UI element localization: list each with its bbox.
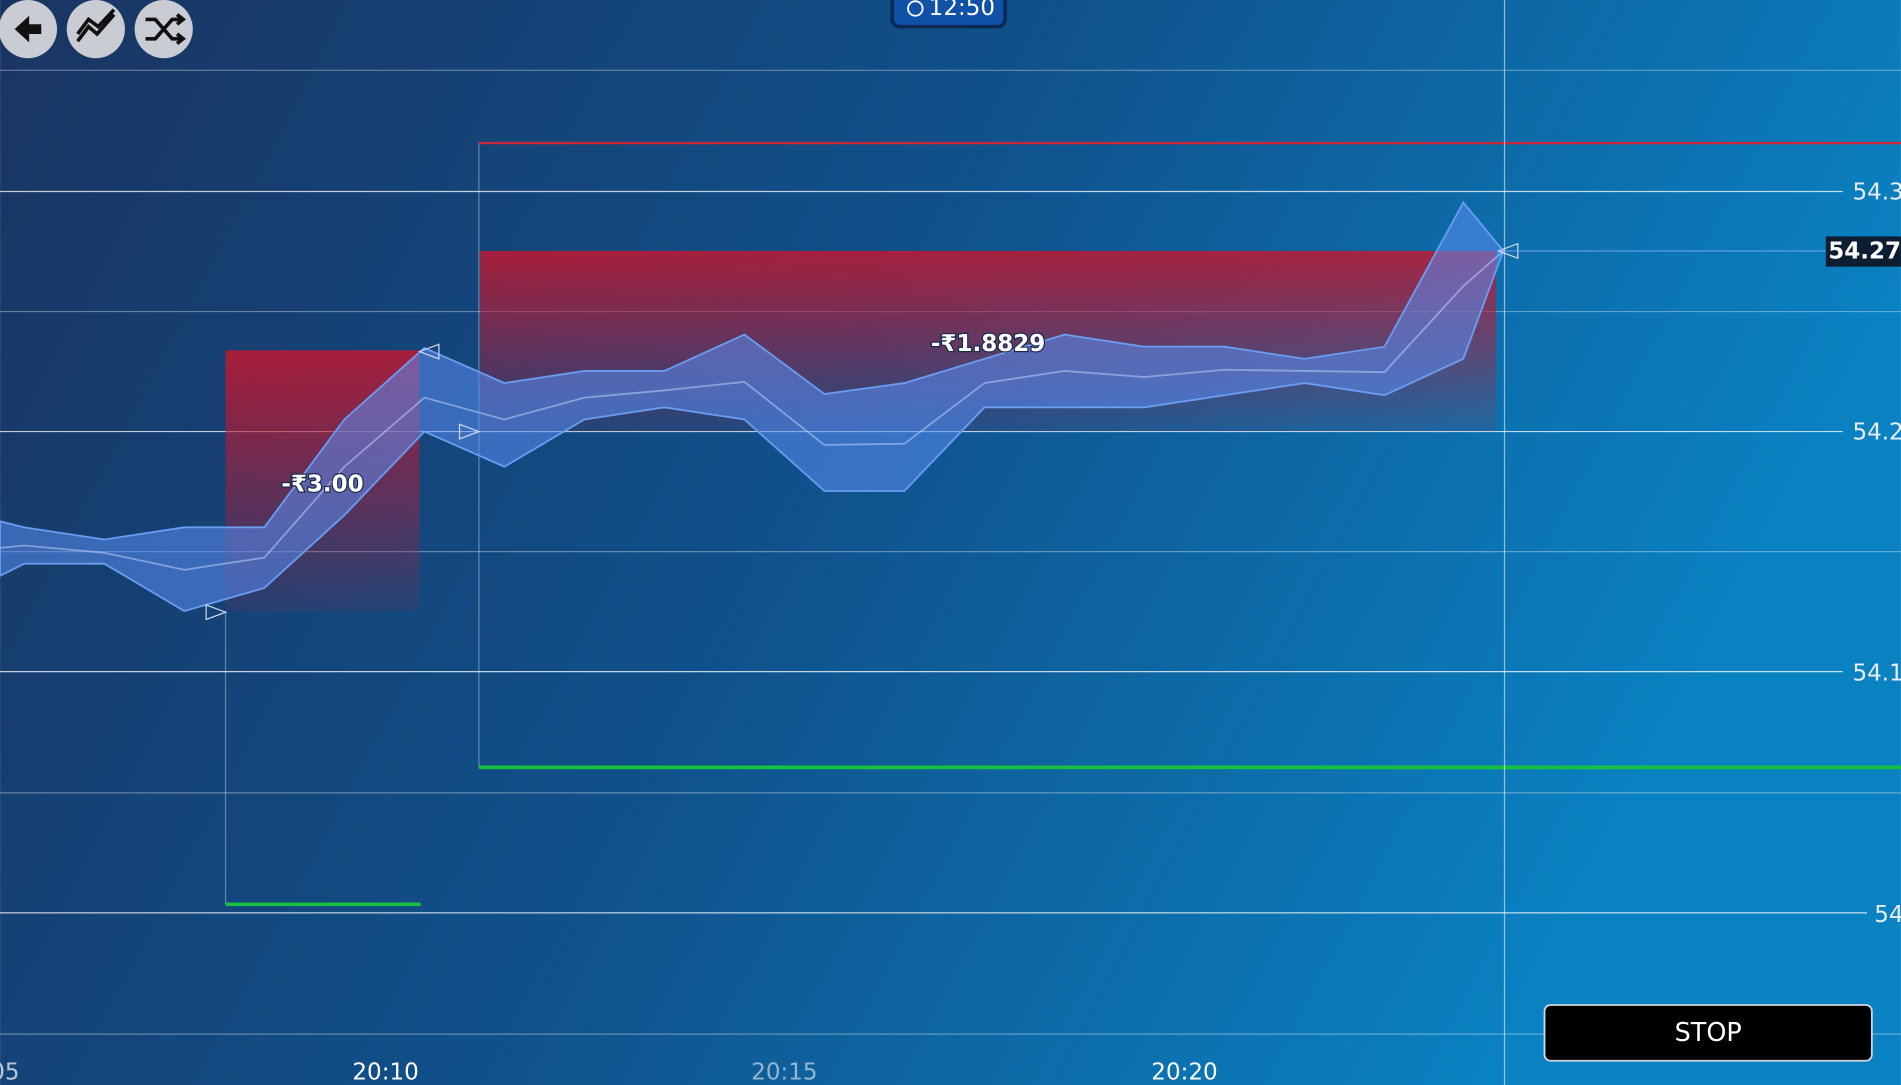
exit-arrow [417, 343, 440, 360]
current-price-box [1825, 236, 1901, 267]
time-label: 20:15 [751, 1059, 817, 1085]
price-line [0, 250, 1504, 571]
entry-arrow [205, 604, 228, 621]
timer-icon [907, 0, 924, 17]
price-band [0, 200, 1505, 612]
chart-type-button[interactable] [66, 0, 125, 59]
timer-text: 12:50 [929, 0, 995, 21]
time-label: 20:20 [1151, 1059, 1217, 1085]
time-label: 05 [0, 1059, 20, 1085]
current-price: 54.275 [1828, 239, 1901, 265]
stop-button[interactable]: STOP [1543, 1004, 1873, 1062]
price-label: 54.3 [1852, 179, 1901, 205]
entry-arrow [458, 423, 481, 440]
stop-label: STOP [1675, 1018, 1742, 1048]
price-label: 54.1 [1852, 661, 1901, 687]
price-label: 54 [1874, 902, 1901, 928]
trade-result: -₹1.8829 [931, 331, 1045, 357]
time-label: 20:10 [352, 1059, 418, 1085]
shuffle-button[interactable] [134, 0, 193, 59]
price-label: 54.2 [1852, 419, 1901, 445]
trade-result: -₹3.00 [281, 471, 363, 497]
back-button[interactable] [0, 0, 58, 59]
timer: 12:50 [890, 0, 1007, 29]
timer-pill [890, 0, 1007, 29]
